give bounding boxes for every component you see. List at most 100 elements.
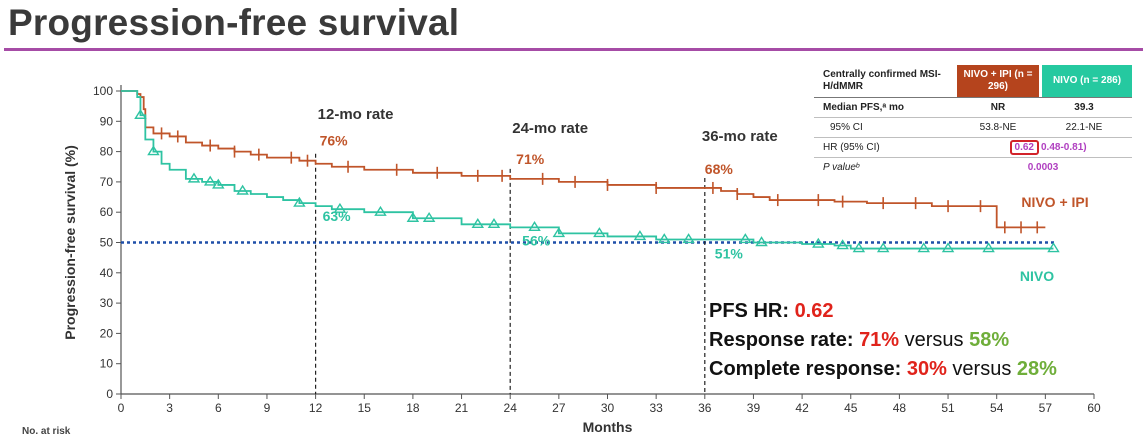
x-tick-label: 57 [1039,401,1053,415]
x-tick-label: 9 [264,401,271,415]
landmark-value-label: 68% [705,161,734,177]
landmark-value-label: 51% [715,245,744,261]
landmark-value-label: 56% [522,232,551,248]
landmark-label: 12-mo rate [318,106,394,123]
table-cell: 53.8-NE [979,122,1017,133]
censor-mark [471,217,485,229]
summary-response-label: Response rate: [709,329,860,351]
x-tick-label: 3 [166,401,173,415]
censor-mark [236,184,249,195]
x-tick-label: 0 [118,401,125,415]
series-end-label-nivo-ipi: NIVO + IPI [1021,194,1088,210]
y-axis-label: Progression-free survival (%) [62,145,78,340]
at-risk-label: No. at risk [22,426,71,437]
censor-mark [212,178,225,189]
summary-complete-line: Complete response: 30% versus 28% [709,355,1057,384]
table-row: P valueᵇ 0.0003 [814,158,1132,177]
summary-versus: versus [899,329,970,351]
x-tick-label: 42 [795,401,809,415]
censor-mark [657,233,671,244]
summary-response-b: 58% [969,329,1010,351]
censor-mark [852,242,866,253]
censor-mark [406,211,420,222]
hr-ci-value: 0.48-0.81) [1041,142,1087,153]
censor-mark [374,205,387,216]
y-tick-label: 60 [100,205,114,219]
summary-hr-line: PFS HR: 0.62 [709,297,1057,326]
y-tick-label: 90 [100,114,114,128]
y-tick-label: 70 [100,175,114,189]
table-row-label: HR (95% CI) [823,142,880,153]
series-line-nivo-ipi [121,90,1046,229]
censor-mark [187,172,201,183]
landmark-value-label: 76% [320,133,349,149]
y-tick-label: 0 [106,387,113,401]
table-row-label: Median PFS,ᵃ mo [823,102,905,113]
series-line-nivo [121,90,1054,250]
y-tick-label: 30 [100,296,114,310]
table-row: 95% CI 53.8-NE 22.1-NE [814,118,1132,138]
censor-mark [593,227,606,238]
x-tick-label: 27 [552,401,566,415]
x-tick-label: 36 [698,401,712,415]
table-header-nivo-ipi: NIVO + IPI (n = 296) [957,65,1039,97]
table-row-label: 95% CI [830,122,863,133]
y-tick-label: 50 [100,236,114,250]
x-tick-label: 6 [215,401,222,415]
summary-hr-label: PFS HR: [709,300,795,322]
y-tick-label: 80 [100,145,114,159]
censor-mark [147,145,160,156]
censor-mark [739,233,752,244]
censor-mark [203,175,217,186]
x-tick-label: 18 [406,401,420,415]
x-tick-label: 33 [649,401,663,415]
censor-mark [333,202,347,213]
summary-complete-b: 28% [1016,358,1057,380]
hr-value-highlight: 0.62 [1009,140,1039,155]
censor-mark [487,217,501,229]
censor-mark [682,233,695,244]
table-row-label: P valueᵇ [823,162,860,173]
x-tick-label: 48 [893,401,907,415]
summary-hr-value: 0.62 [794,300,834,322]
slide-title: Progression-free survival [8,2,460,43]
censor-mark [876,242,890,253]
table-cell: 39.3 [1074,102,1094,113]
summary-response-a: 71% [859,329,900,351]
censor-mark [552,227,566,238]
table-row: Median PFS,ᵃ mo NR 39.3 [814,98,1132,118]
x-tick-label: 21 [455,401,469,415]
summary-versus: versus [946,358,1017,380]
x-tick-label: 51 [941,401,955,415]
censor-mark [1047,242,1060,253]
censor-mark [422,211,436,222]
title-rule [4,48,1143,51]
landmark-label: 36-mo rate [702,128,778,145]
censor-mark [941,242,955,253]
censor-mark [134,108,147,119]
results-table: Centrally confirmed MSI-H/dMMR NIVO + IP… [814,65,1132,177]
summary-complete-a: 30% [906,358,947,380]
censor-mark [633,230,647,241]
table-row: HR (95% CI) 0.62 0.48-0.81) [814,138,1132,158]
x-tick-label: 12 [309,401,323,415]
p-value: 0.0003 [1027,162,1059,173]
x-axis-label: Months [583,419,633,435]
censor-mark [528,221,541,232]
table-header-label: Centrally confirmed MSI-H/dMMR [823,69,941,92]
landmark-label: 24-mo rate [512,120,588,137]
y-tick-label: 40 [100,266,114,280]
x-tick-label: 30 [601,401,615,415]
x-tick-label: 45 [844,401,858,415]
x-tick-label: 39 [747,401,761,415]
table-header-nivo: NIVO (n = 286) [1042,65,1132,97]
x-tick-label: 15 [358,401,372,415]
censor-mark [755,236,768,247]
landmark-value-label: 71% [516,151,545,167]
summary-complete-label: Complete response: [709,358,907,380]
y-tick-label: 100 [93,84,113,98]
table-header-row: Centrally confirmed MSI-H/dMMR NIVO + IP… [814,65,1132,98]
censor-mark [812,237,825,248]
y-tick-label: 10 [100,357,114,371]
